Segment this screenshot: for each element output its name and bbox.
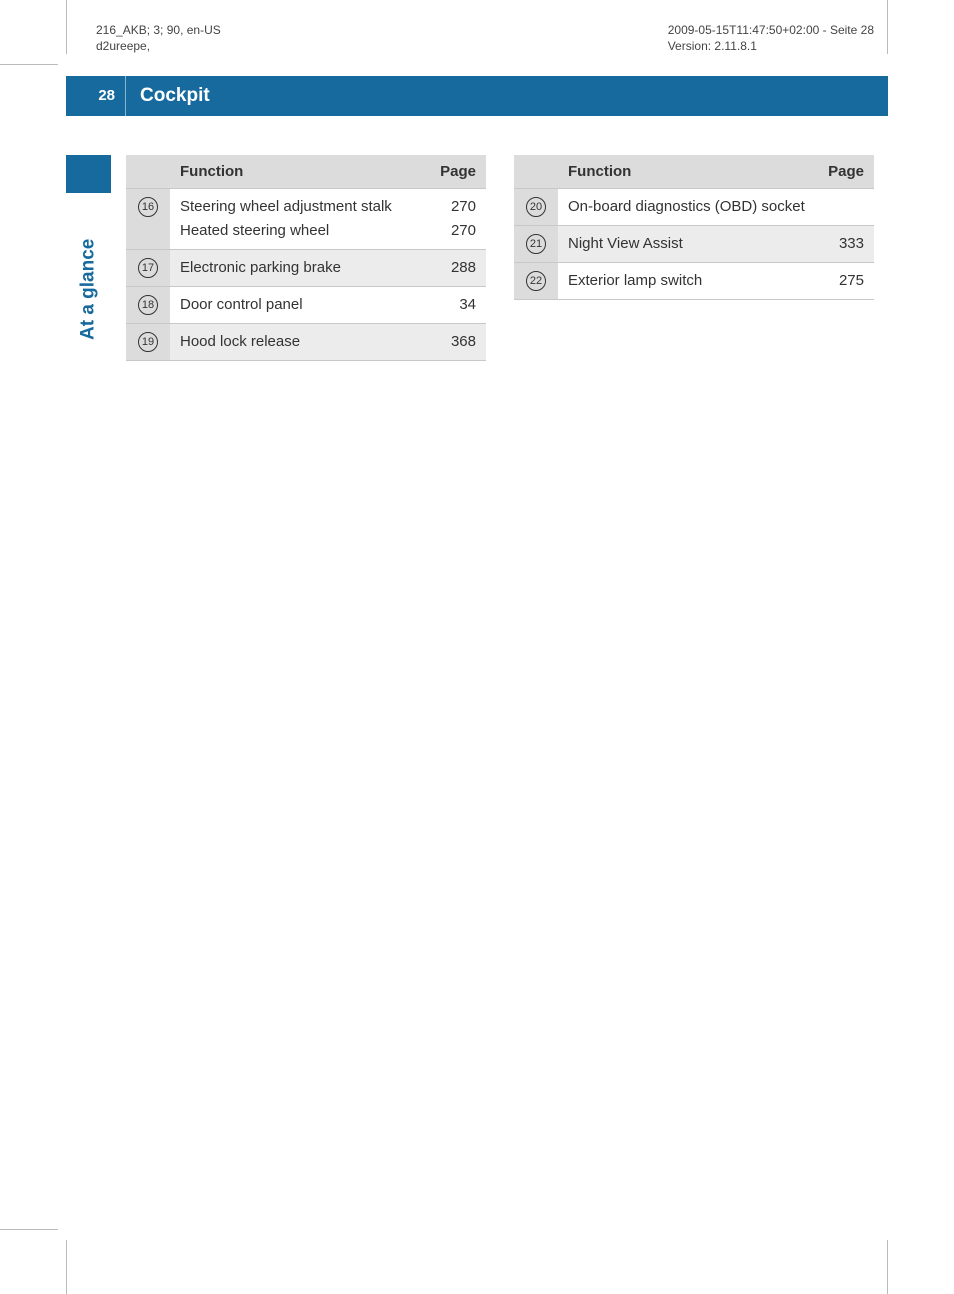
table-header-page: Page [814, 155, 874, 189]
row-number-cell: 18 [126, 287, 170, 324]
function-label: Heated steering wheel [180, 219, 426, 243]
table-header-function: Function [558, 155, 814, 189]
function-label: On-board diagnostics (OBD) socket [568, 195, 814, 219]
function-line: Exterior lamp switch275 [568, 269, 864, 293]
function-table-right: Function Page 20 On-board diagnostics (OB… [514, 155, 874, 300]
table-header-page: Page [426, 155, 486, 189]
circled-number-icon: 22 [526, 271, 546, 291]
side-tab-block [66, 155, 111, 193]
row-function-cell: Night View Assist333 [558, 226, 874, 263]
function-page: 288 [426, 256, 476, 280]
row-number-cell: 22 [514, 263, 558, 300]
row-function-cell: On-board diagnostics (OBD) socket [558, 189, 874, 226]
table-row: 22 Exterior lamp switch275 [514, 263, 874, 300]
meta-header: 216_AKB; 3; 90, en-US d2ureepe, 2009-05-… [96, 22, 874, 54]
function-label: Hood lock release [180, 330, 426, 354]
row-number-cell: 17 [126, 250, 170, 287]
circled-number-icon: 20 [526, 197, 546, 217]
function-page: 270 [426, 195, 476, 219]
function-line: Night View Assist333 [568, 232, 864, 256]
function-page [814, 195, 864, 219]
meta-left-line2: d2ureepe, [96, 38, 221, 54]
function-page: 275 [814, 269, 864, 293]
function-label: Door control panel [180, 293, 426, 317]
page-number: 28 [66, 76, 126, 116]
row-function-cell: Door control panel34 [170, 287, 486, 324]
left-column: Function Page 16 Steering wheel adjustmen… [126, 155, 486, 361]
content-area: Function Page 16 Steering wheel adjustmen… [126, 155, 874, 361]
circled-number-icon: 19 [138, 332, 158, 352]
row-number-cell: 16 [126, 189, 170, 250]
table-header-function: Function [170, 155, 426, 189]
page-title: Cockpit [126, 85, 210, 107]
row-function-cell: Steering wheel adjustment stalk270Heated… [170, 189, 486, 250]
function-label: Exterior lamp switch [568, 269, 814, 293]
crop-mark [887, 0, 888, 54]
function-label: Steering wheel adjustment stalk [180, 195, 426, 219]
function-line: Hood lock release368 [180, 330, 476, 354]
row-function-cell: Exterior lamp switch275 [558, 263, 874, 300]
function-label: Night View Assist [568, 232, 814, 256]
function-page: 333 [814, 232, 864, 256]
circled-number-icon: 21 [526, 234, 546, 254]
table-body-left: 16 Steering wheel adjustment stalk270Heat… [126, 189, 486, 361]
table-header-blank [126, 155, 170, 189]
crop-mark [66, 0, 67, 54]
function-line: Steering wheel adjustment stalk270 [180, 195, 476, 219]
crop-mark [0, 1229, 58, 1230]
row-function-cell: Hood lock release368 [170, 324, 486, 361]
row-function-cell: Electronic parking brake288 [170, 250, 486, 287]
table-row: 17 Electronic parking brake288 [126, 250, 486, 287]
meta-right-line2: Version: 2.11.8.1 [668, 38, 874, 54]
meta-right-line1: 2009-05-15T11:47:50+02:00 - Seite 28 [668, 22, 874, 38]
crop-mark [66, 1240, 67, 1294]
circled-number-icon: 17 [138, 258, 158, 278]
table-header-blank [514, 155, 558, 189]
side-tab-label: At a glance [66, 196, 111, 346]
table-row: 16 Steering wheel adjustment stalk270Heat… [126, 189, 486, 250]
circled-number-icon: 16 [138, 197, 158, 217]
table-row: 18 Door control panel34 [126, 287, 486, 324]
function-label: Electronic parking brake [180, 256, 426, 280]
title-bar: 28 Cockpit [66, 76, 888, 116]
row-number-cell: 19 [126, 324, 170, 361]
function-table-left: Function Page 16 Steering wheel adjustmen… [126, 155, 486, 361]
circled-number-icon: 18 [138, 295, 158, 315]
crop-mark [0, 64, 58, 65]
table-body-right: 20 On-board diagnostics (OBD) socket 21 Nig… [514, 189, 874, 300]
row-number-cell: 21 [514, 226, 558, 263]
meta-left-line1: 216_AKB; 3; 90, en-US [96, 22, 221, 38]
table-row: 20 On-board diagnostics (OBD) socket [514, 189, 874, 226]
function-page: 270 [426, 219, 476, 243]
function-page: 34 [426, 293, 476, 317]
row-number-cell: 20 [514, 189, 558, 226]
meta-right: 2009-05-15T11:47:50+02:00 - Seite 28 Ver… [668, 22, 874, 54]
function-page: 368 [426, 330, 476, 354]
function-line: Door control panel34 [180, 293, 476, 317]
function-line: Heated steering wheel270 [180, 219, 476, 243]
right-column: Function Page 20 On-board diagnostics (OB… [514, 155, 874, 361]
crop-mark [887, 1240, 888, 1294]
function-line: Electronic parking brake288 [180, 256, 476, 280]
function-line: On-board diagnostics (OBD) socket [568, 195, 864, 219]
meta-left: 216_AKB; 3; 90, en-US d2ureepe, [96, 22, 221, 54]
table-row: 19 Hood lock release368 [126, 324, 486, 361]
table-row: 21 Night View Assist333 [514, 226, 874, 263]
